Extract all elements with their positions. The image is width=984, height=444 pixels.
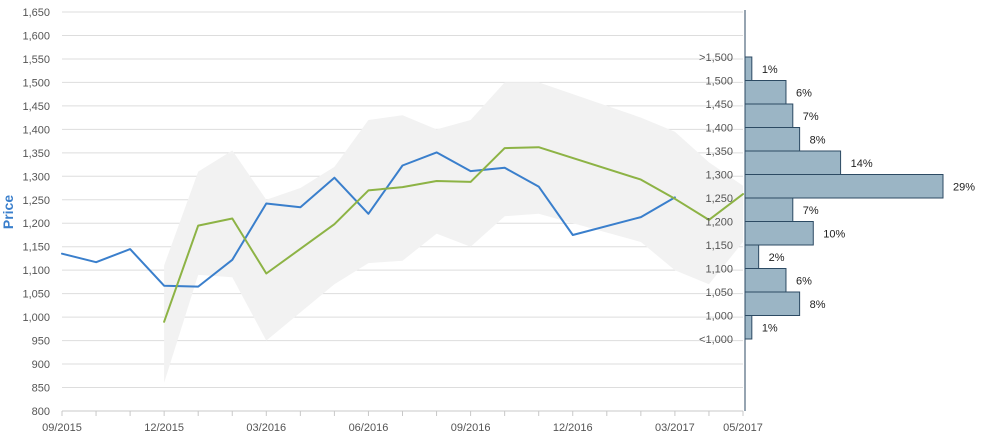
y-tick-label: 800 xyxy=(32,406,50,418)
histogram-bar xyxy=(744,174,944,199)
histogram-value-label: 8% xyxy=(810,299,826,311)
histogram-bin-label: <1,000 xyxy=(699,334,733,346)
histogram-bar xyxy=(744,127,801,152)
histogram-value-label: 6% xyxy=(796,87,812,99)
x-tick-label: 12/2016 xyxy=(553,422,593,434)
histogram-bin-label: >1,500 xyxy=(699,52,733,64)
histogram-bin-label: 1,500 xyxy=(705,76,733,88)
y-tick-label: 1,200 xyxy=(22,218,50,230)
histogram-bar xyxy=(744,150,842,175)
histogram-value-label: 7% xyxy=(803,205,819,217)
histogram-value-label: 8% xyxy=(810,134,826,146)
histogram-bar xyxy=(744,103,794,128)
y-tick-label: 1,450 xyxy=(22,101,50,113)
x-tick-label: 12/2015 xyxy=(144,422,184,434)
histogram-bar xyxy=(744,268,787,293)
y-tick-label: 1,250 xyxy=(22,195,50,207)
distribution-histogram: >1,500 1% 1,500 6% 1,450 7% 1,400 8% 1,350 14% 1,3… xyxy=(699,10,975,411)
histogram-bin-label: 1,400 xyxy=(705,123,733,135)
axes: 800 850 900 950 1,000 1,050 1,100 1,150 1,200 1,2… xyxy=(22,7,762,434)
y-tick-label: 950 xyxy=(32,336,50,348)
x-tick-label: 03/2016 xyxy=(246,422,286,434)
histogram-value-label: 14% xyxy=(851,158,873,170)
histogram-bar xyxy=(744,80,787,105)
y-tick-label: 1,550 xyxy=(22,54,50,66)
histogram-value-label: 1% xyxy=(762,64,778,76)
forecast-band-area xyxy=(164,82,744,383)
histogram-bar xyxy=(744,291,801,316)
y-tick-label: 1,050 xyxy=(22,289,50,301)
y-tick-label: 1,600 xyxy=(22,30,50,42)
histogram-bin-label: 1,200 xyxy=(705,217,733,229)
series-lines xyxy=(61,146,744,323)
y-tick-label: 1,150 xyxy=(22,242,50,254)
y-tick-label: 1,100 xyxy=(22,265,50,277)
histogram-bar xyxy=(744,315,753,340)
y-tick-label: 1,300 xyxy=(22,171,50,183)
histogram-value-label: 1% xyxy=(762,322,778,334)
y-tick-label: 1,500 xyxy=(22,77,50,89)
y-tick-label: 1,350 xyxy=(22,148,50,160)
histogram-value-label: 10% xyxy=(823,228,845,240)
histogram-bin-label: 1,150 xyxy=(705,240,733,252)
histogram-bin-label: 1,450 xyxy=(705,99,733,111)
x-tick-label: 09/2015 xyxy=(42,422,82,434)
y-tick-label: 1,650 xyxy=(22,7,50,19)
histogram-bin-label: 1,000 xyxy=(705,311,733,323)
histogram-bin-label: 1,300 xyxy=(705,170,733,182)
histogram-value-label: 2% xyxy=(769,252,785,264)
series-line-2 xyxy=(163,146,744,323)
histogram-bin-label: 1,050 xyxy=(705,287,733,299)
x-tick-label: 05/2017 xyxy=(723,422,763,434)
histogram-bin-label: 1,250 xyxy=(705,193,733,205)
histogram-bin-label: 1,100 xyxy=(705,264,733,276)
histogram-value-label: 6% xyxy=(796,275,812,287)
x-tick-label: 06/2016 xyxy=(349,422,389,434)
y-tick-label: 1,000 xyxy=(22,312,50,324)
series-line-1 xyxy=(61,151,676,288)
histogram-bar xyxy=(744,56,753,81)
histogram-bin-label: 1,350 xyxy=(705,146,733,158)
y-tick-label: 1,400 xyxy=(22,124,50,136)
forecast-band xyxy=(164,82,744,383)
histogram-bar xyxy=(744,221,814,246)
y-tick-label: 900 xyxy=(32,359,50,371)
y-axis-title: Price xyxy=(0,195,16,229)
y-tick-label: 850 xyxy=(32,383,50,395)
x-tick-label: 03/2017 xyxy=(655,422,695,434)
histogram-value-label: 7% xyxy=(803,111,819,123)
histogram-bar xyxy=(744,197,794,222)
histogram-value-label: 29% xyxy=(953,181,975,193)
x-tick-label: 09/2016 xyxy=(451,422,491,434)
histogram-bar xyxy=(744,244,760,269)
